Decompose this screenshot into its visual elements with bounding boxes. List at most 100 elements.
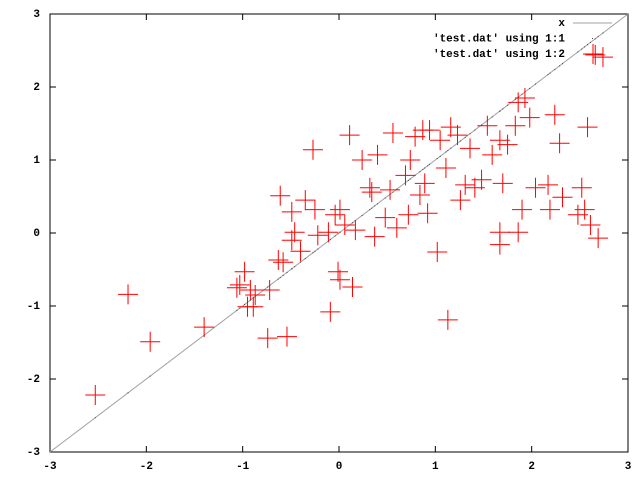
cross-point: [538, 174, 559, 195]
cross-point: [352, 150, 373, 170]
point: [529, 87, 531, 89]
x-tick-label: -1: [236, 461, 250, 473]
cross-point: [229, 274, 250, 295]
point: [236, 309, 238, 311]
cross-point: [290, 241, 311, 262]
y-tick-label: -1: [27, 301, 41, 313]
point: [392, 191, 394, 193]
point: [447, 150, 449, 152]
cross-point: [339, 125, 360, 146]
y-tick-label: -2: [27, 374, 40, 386]
cross-point: [276, 326, 297, 347]
point: [422, 168, 424, 170]
cross-point: [257, 328, 278, 349]
cross-point: [268, 250, 289, 271]
legend-label: 'test.dat' using 1:2: [433, 49, 565, 61]
point: [521, 93, 523, 95]
cross-point: [325, 204, 346, 225]
cross-point: [334, 214, 355, 235]
cross-point: [259, 279, 280, 300]
y-tick-label: -3: [27, 447, 41, 459]
point: [361, 214, 363, 216]
cross-point: [320, 301, 341, 322]
cross-point: [514, 87, 535, 108]
point: [337, 233, 339, 235]
cross-point: [588, 228, 609, 249]
point: [317, 248, 319, 250]
cross-point: [592, 47, 613, 68]
point: [429, 163, 431, 165]
cross-point: [525, 177, 546, 198]
cross-point: [477, 115, 498, 136]
cross-point: [519, 107, 540, 128]
cross-point: [281, 230, 302, 251]
cross-point: [382, 122, 403, 143]
cross-point: [585, 44, 606, 65]
point: [581, 48, 583, 50]
cross-point: [270, 185, 291, 206]
cross-point: [318, 222, 339, 243]
cross-point: [549, 133, 570, 154]
cross-point: [505, 115, 526, 136]
point: [514, 98, 516, 100]
point: [409, 178, 411, 180]
point: [419, 171, 421, 173]
point: [249, 299, 251, 301]
x-tick-label: 0: [336, 461, 343, 473]
cross-point: [386, 217, 407, 238]
point: [369, 209, 371, 211]
y-tick-label: 3: [33, 9, 40, 21]
point: [507, 104, 509, 106]
cross-point: [361, 182, 382, 203]
point: [577, 51, 579, 53]
point: [502, 108, 504, 110]
cross-point: [512, 199, 533, 220]
point: [351, 222, 353, 224]
cross-point: [345, 220, 366, 241]
point: [445, 151, 447, 153]
cross-point: [307, 225, 328, 246]
point: [547, 74, 549, 76]
point: [597, 36, 599, 38]
cross-point: [447, 125, 468, 146]
cross-point: [571, 177, 592, 198]
point: [464, 136, 466, 138]
cross-point: [430, 130, 451, 151]
point: [481, 124, 483, 126]
point: [439, 155, 441, 157]
cross-point: [367, 144, 388, 165]
point: [314, 250, 316, 252]
cross-point: [118, 284, 139, 305]
cross-point: [577, 117, 598, 138]
cross-point: [489, 234, 510, 255]
point: [499, 110, 501, 112]
point: [602, 32, 604, 34]
point: [474, 129, 476, 131]
point: [277, 278, 279, 280]
cross-point: [417, 203, 438, 224]
point: [329, 239, 331, 241]
cross-point: [194, 317, 215, 338]
point: [589, 41, 591, 43]
cross-point: [284, 222, 305, 243]
point: [339, 231, 341, 233]
point: [384, 197, 386, 199]
x-tick-label: -3: [43, 461, 57, 473]
x-tick-label: -2: [140, 461, 153, 473]
cross-point: [140, 331, 161, 352]
cross-point: [539, 199, 560, 220]
cross-point: [497, 134, 518, 155]
cross-point: [234, 261, 255, 282]
x-tick-label: 1: [432, 461, 439, 473]
cross-point: [302, 139, 323, 160]
cross-point: [400, 150, 421, 170]
cross-point: [450, 190, 471, 211]
point: [334, 235, 336, 237]
legend-label: x: [558, 18, 565, 30]
point: [279, 277, 281, 279]
point: [549, 72, 551, 74]
point: [244, 304, 246, 306]
point: [436, 158, 438, 160]
cross-point: [304, 199, 325, 220]
point: [299, 261, 301, 263]
